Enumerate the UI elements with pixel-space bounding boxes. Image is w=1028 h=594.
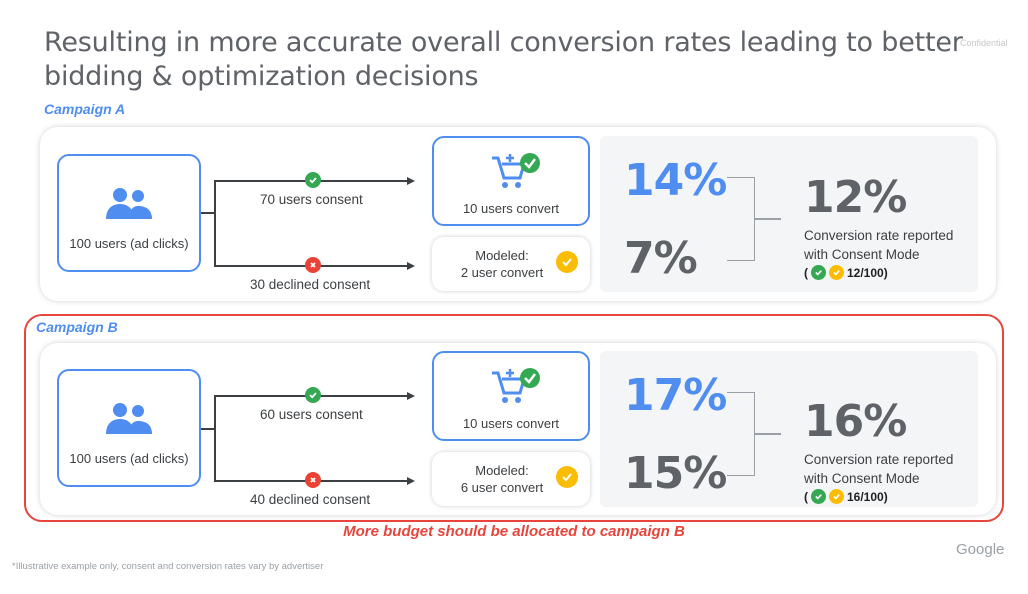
users-label: 100 users (ad clicks) [69, 236, 189, 251]
bracket [755, 218, 781, 220]
arrow-head [407, 262, 415, 270]
check-icon [829, 265, 844, 280]
campaign-a-modeled-box: Modeled: 2 user convert [432, 237, 590, 291]
check-icon [556, 251, 578, 273]
slide-title: Resulting in more accurate overall conve… [44, 27, 963, 92]
result-fraction: ( 16/100) [804, 489, 888, 504]
arrow-head [407, 477, 415, 485]
bracket [727, 177, 755, 261]
campaign-b-results-area [600, 351, 978, 507]
campaign-a-convert-box: 10 users convert [432, 136, 590, 226]
campaign-b-highlight [24, 314, 1004, 522]
cross-icon [305, 257, 321, 273]
campaign-b-label: Campaign B [36, 319, 118, 335]
confidential-mark: Confidential [960, 38, 1008, 48]
consent-percent: 14% [624, 155, 727, 206]
consent-label: 70 users consent [260, 192, 363, 207]
modeled-label: Modeled: 2 user convert [460, 248, 544, 280]
cart-icon [492, 153, 540, 188]
connector [201, 428, 215, 430]
modeled-percent: 15% [624, 448, 727, 499]
declined-label: 30 declined consent [250, 277, 371, 292]
check-icon [305, 172, 321, 188]
campaign-a-results-area [600, 136, 978, 292]
bracket [755, 433, 781, 435]
result-fraction: ( 12/100) [804, 265, 888, 280]
budget-note: More budget should be allocated to campa… [343, 523, 685, 540]
users-icon [106, 403, 152, 434]
users-icon [106, 188, 152, 219]
cross-icon [305, 472, 321, 488]
consent-percent: 17% [624, 370, 727, 421]
arrow-head [407, 177, 415, 185]
connector [214, 395, 216, 482]
google-logo: Google [956, 541, 1005, 558]
modeled-percent: 7% [624, 233, 698, 284]
result-description: Conversion rate reported with Consent Mo… [804, 228, 954, 262]
check-icon [811, 489, 826, 504]
campaign-a-label: Campaign A [44, 101, 126, 117]
bracket [727, 392, 755, 476]
cart-icon [492, 368, 540, 403]
convert-label: 10 users convert [462, 416, 560, 431]
result-percent: 12% [804, 172, 907, 223]
campaign-b-convert-box: 10 users convert [432, 351, 590, 441]
check-icon [556, 466, 578, 488]
consent-label: 60 users consent [260, 407, 363, 422]
result-percent: 16% [804, 396, 907, 447]
campaign-b-users-box: 100 users (ad clicks) [57, 369, 201, 487]
check-icon [305, 387, 321, 403]
connector [201, 212, 215, 214]
declined-label: 40 declined consent [250, 492, 371, 507]
users-label: 100 users (ad clicks) [69, 451, 189, 466]
result-description: Conversion rate reported with Consent Mo… [804, 452, 954, 486]
convert-label: 10 users convert [462, 201, 560, 216]
footnote: *Illustrative example only, consent and … [12, 561, 324, 572]
campaign-b-modeled-box: Modeled: 6 user convert [432, 452, 590, 506]
check-icon [829, 489, 844, 504]
arrow-head [407, 392, 415, 400]
connector [214, 180, 216, 267]
campaign-a-users-box: 100 users (ad clicks) [57, 154, 201, 272]
modeled-label: Modeled: 6 user convert [460, 463, 544, 495]
check-icon [811, 265, 826, 280]
